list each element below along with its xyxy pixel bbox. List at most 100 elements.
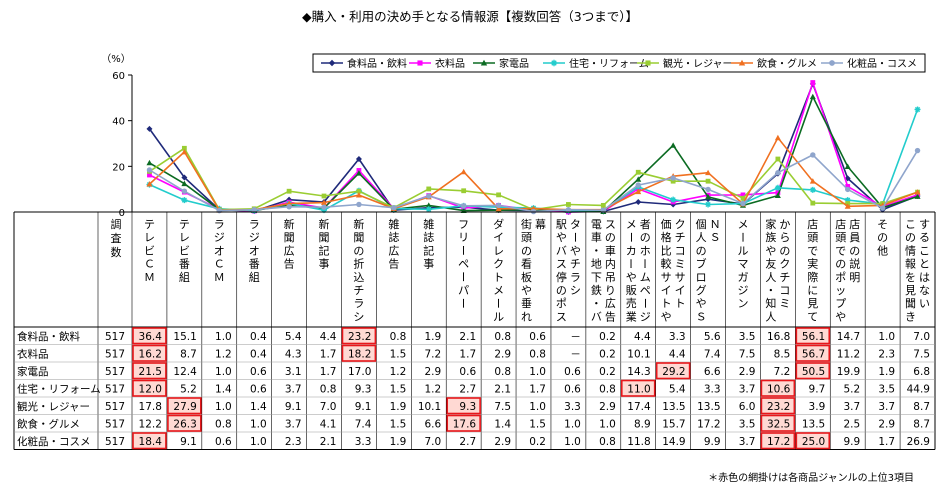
data-cell: 7.4 [704,348,721,360]
category-label-char: コ [779,284,790,297]
data-cell: 17.2 [697,418,720,430]
data-cell: 4.4 [669,348,686,360]
data-point [460,203,467,209]
data-point [356,201,362,208]
row-label: 食料品・飲料 [17,330,80,343]
category-label-char: や [626,271,637,284]
category-label-char: 新 [284,217,295,231]
data-cell: 14.7 [837,331,860,343]
category-label-char: 込 [353,271,364,284]
y-tick-label: 20 [112,162,125,173]
row-label: 飲食・グルメ [17,417,80,430]
category-label-char: ー [624,232,637,243]
data-point [914,147,921,154]
data-cell: 1.0 [215,401,232,413]
category-label-char: ラ [570,271,581,284]
category-label-char: 売 [626,297,637,310]
category-label-char: ら [779,231,790,244]
data-cell: 1.7 [459,348,476,360]
data-cell: 29.2 [662,366,685,378]
category-label-char: 垂 [521,297,532,310]
category-label-char: ジ [640,310,651,323]
category-label-char: レ [493,244,504,257]
data-cell: 6.6 [704,366,721,378]
data-cell: 17.0 [348,366,371,378]
n-header-char: 査 [111,231,122,245]
data-cell: 6.6 [425,418,442,430]
data-point [845,184,851,189]
data-cell: 8.7 [180,348,197,360]
data-cell: 1.5 [529,418,546,430]
data-cell: 1.4 [215,383,232,395]
data-cell: 0.2 [599,348,616,360]
legend-marker [328,59,336,67]
row-n: 517 [105,418,125,430]
data-cell: 3.7 [285,383,302,395]
data-cell: 7.5 [913,348,930,360]
data-point [774,134,781,141]
category-label-char: の [353,244,364,257]
data-cell: 13.5 [697,401,720,413]
data-point [635,176,642,182]
data-cell: 0.4 [250,348,267,360]
data-point [425,202,432,208]
data-cell: － [570,348,581,360]
data-cell: 1.0 [529,366,546,378]
data-cell: 7.0 [320,401,337,413]
legend-label: 家電品 [499,57,529,70]
category-label-char: ミ [779,297,790,310]
category-label-char: ー [457,298,470,309]
category-label-char: ラ [214,218,225,231]
data-cell: 18.2 [348,348,371,360]
category-label-char: チ [353,284,364,297]
category-label-char: 人 [765,271,776,284]
data-cell: 26.3 [173,418,196,430]
category-label-char: や [521,284,532,297]
category-label-char: ロ [696,271,707,284]
data-point [635,188,642,195]
category-label-char: ー [638,298,651,309]
category-label-char: か [779,218,790,231]
data-cell: 9.9 [843,436,860,448]
category-label-char: 組 [249,271,260,284]
category-label-char: ス [556,310,567,323]
highlight-cell [341,327,377,345]
category-label-char: 雑 [423,217,434,231]
data-cell: 16.8 [767,331,790,343]
highlight-cell [795,362,831,380]
data-cell: 3.5 [739,331,756,343]
category-label-char: で [807,244,818,257]
category-label-char: マ [737,258,748,271]
data-point [495,205,502,212]
category-label-char: ホ [640,244,651,257]
category-label-char: 広 [388,244,399,257]
category-label-char: ト [493,271,504,284]
highlight-cell [132,432,167,450]
data-point [181,188,188,194]
data-point [774,192,781,198]
data-cell: 0.8 [494,366,511,378]
data-cell: 1.4 [494,418,511,430]
category-label-char: 実 [807,257,818,271]
category-label-char: 価 [661,218,672,231]
category-label-char: ー [736,232,749,243]
legend-marker [829,60,835,66]
category-label-char: 記 [319,243,330,257]
data-cell: 17.4 [627,401,651,413]
category-label-char: テ [179,218,190,231]
category-label-char: ク [675,218,686,231]
data-cell: 1.0 [564,418,581,430]
data-point [321,204,327,210]
category-label-char: イ [493,231,504,244]
category-label-char: ラ [249,218,260,231]
data-cell: 3.5 [878,383,895,395]
data-cell: 5.6 [704,331,721,343]
category-label-char: Ｍ [144,271,155,284]
category-label-char: レ [179,231,190,244]
data-point [775,156,781,162]
category-label-char: 頭 [807,231,818,244]
data-point [670,175,676,181]
category-label-char: 事 [423,258,434,271]
data-point [286,188,292,194]
category-label-char: ダ [493,217,504,231]
